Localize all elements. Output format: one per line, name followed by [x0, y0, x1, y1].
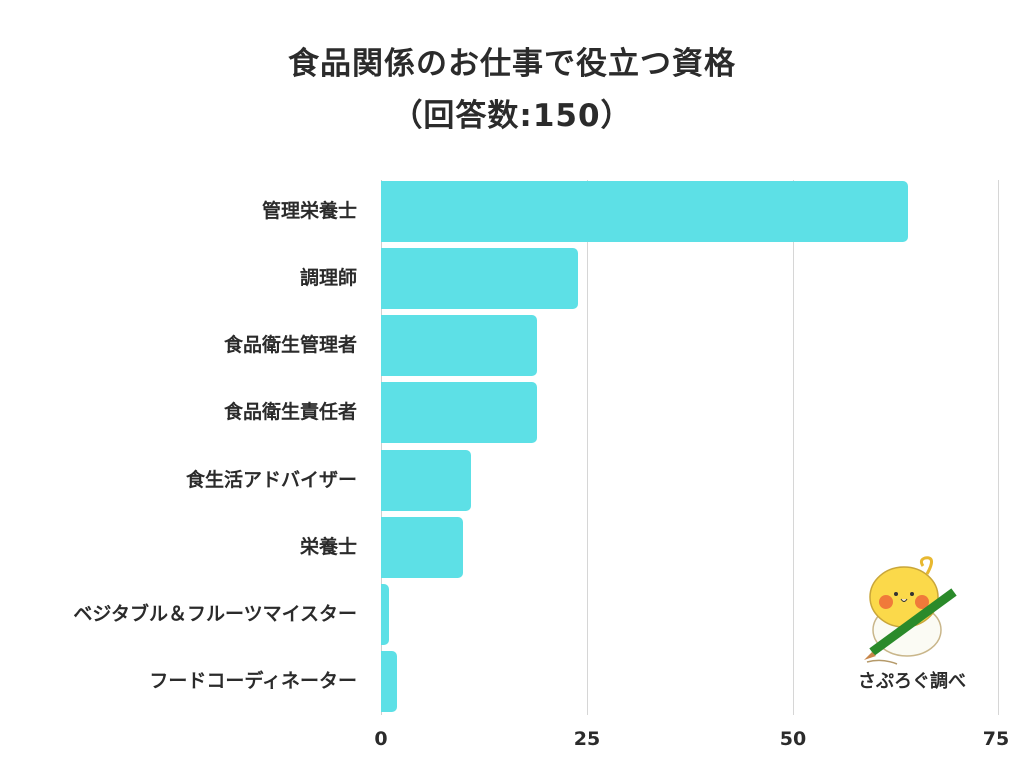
- category-label: ベジタブル＆フルーツマイスター: [73, 603, 357, 625]
- chart-title: 食品関係のお仕事で役立つ資格: [288, 46, 736, 82]
- bar: [381, 651, 398, 712]
- bar: [381, 382, 538, 443]
- bar: [381, 450, 472, 511]
- category-label: 栄養士: [299, 536, 357, 558]
- bar: [381, 584, 390, 645]
- bar: [381, 517, 464, 578]
- x-tick-75: 75: [982, 728, 1010, 750]
- gridline-50: [793, 180, 794, 715]
- x-tick-25: 25: [573, 728, 601, 750]
- gridline-0: [381, 180, 382, 715]
- bar: [381, 248, 579, 309]
- category-label: 食品衛生責任者: [223, 401, 357, 423]
- category-label: 調理師: [299, 267, 357, 289]
- credit-label: さぷろぐ調べ: [858, 671, 966, 692]
- category-label: 管理栄養士: [261, 200, 357, 222]
- bar: [381, 181, 908, 242]
- gridline-25: [587, 180, 588, 715]
- gridline-75: [998, 180, 999, 715]
- chart-subtitle: （回答数:150）: [391, 98, 633, 134]
- credit-badge: さぷろぐ調べ: [842, 552, 982, 702]
- category-label: 食品衛生管理者: [223, 334, 357, 356]
- category-label: フードコーディネーター: [149, 670, 357, 692]
- x-tick-0: 0: [374, 728, 388, 750]
- bar: [381, 315, 538, 376]
- bird-mascot-icon: [864, 556, 957, 665]
- category-label: 食生活アドバイザー: [185, 469, 357, 491]
- x-tick-50: 50: [779, 728, 807, 750]
